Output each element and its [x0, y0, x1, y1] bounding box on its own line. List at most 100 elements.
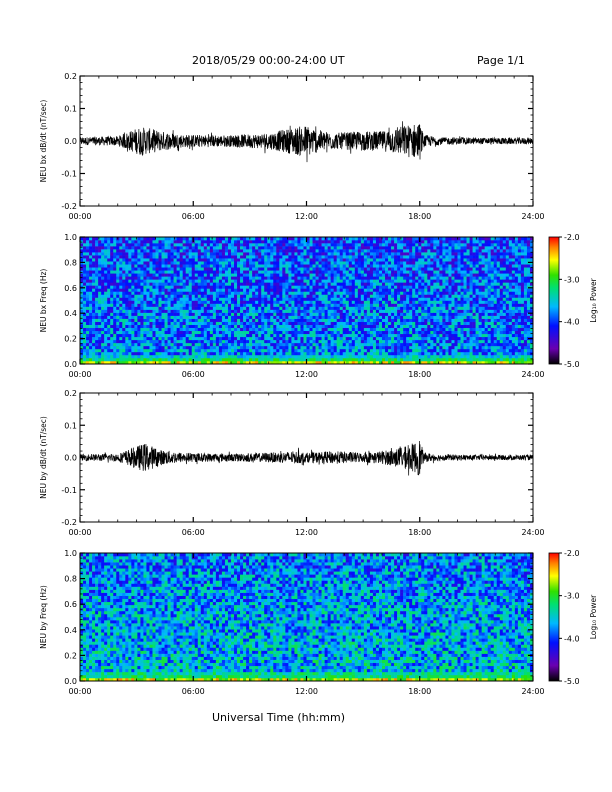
heatmap-cell [234, 303, 238, 307]
heatmap-cell [203, 264, 208, 268]
heatmap-cell [418, 267, 422, 271]
heatmap-cell [336, 252, 341, 256]
page-title: 2018/05/29 00:00-24:00 UT [192, 54, 345, 67]
heatmap-cell [264, 252, 268, 256]
heatmap-cell [203, 339, 208, 344]
heatmap-cell [206, 282, 211, 286]
heatmap-cell [143, 255, 147, 259]
heatmap-cell [218, 324, 223, 329]
heatmap-cell [173, 267, 177, 271]
heatmap-cell [158, 333, 162, 338]
heatmap-cell [134, 351, 138, 356]
heatmap-cell [92, 255, 96, 259]
heatmap-cell [173, 306, 177, 310]
heatmap-cell [140, 360, 144, 365]
heatmap-cell [131, 357, 135, 362]
heatmap-cell [366, 315, 371, 319]
heatmap-cell [240, 285, 244, 289]
heatmap-cell [406, 297, 410, 301]
heatmap-cell [92, 291, 96, 295]
heatmap-cell [95, 279, 99, 283]
heatmap-cell [188, 351, 193, 356]
heatmap-cell [209, 282, 214, 286]
heatmap-cell [237, 348, 241, 353]
heatmap-cell [327, 255, 331, 259]
heatmap-cell [149, 336, 153, 341]
heatmap-cell [369, 324, 374, 329]
heatmap-cell [345, 330, 350, 335]
heatmap-cell [394, 306, 398, 310]
heatmap-cell [155, 327, 159, 332]
heatmap-cell [206, 252, 211, 256]
heatmap-cell [406, 327, 410, 332]
heatmap-cell [158, 291, 162, 295]
heatmap-cell [191, 351, 196, 356]
heatmap-cell [409, 354, 413, 359]
heatmap-cell [300, 273, 304, 277]
heatmap-cell [107, 345, 111, 350]
heatmap-cell [369, 276, 374, 280]
heatmap-cell [134, 327, 138, 332]
heatmap-cell [113, 345, 117, 350]
heatmap-cell [122, 339, 126, 344]
heatmap-cell [294, 357, 298, 362]
heatmap-cell [412, 252, 416, 256]
heatmap-cell [98, 243, 102, 247]
heatmap-cell [276, 333, 280, 338]
heatmap-cell [342, 321, 347, 325]
heatmap-cell [122, 276, 126, 280]
heatmap-cell [369, 306, 374, 310]
heatmap-cell [372, 294, 377, 298]
heatmap-cell [345, 297, 350, 301]
heatmap-cell [255, 270, 259, 274]
heatmap-cell [107, 324, 111, 329]
heatmap-cell [252, 351, 256, 356]
heatmap-cell [255, 282, 259, 286]
heatmap-cell [418, 249, 422, 253]
heatmap-cell [400, 348, 404, 353]
heatmap-cell [372, 336, 377, 341]
heatmap-cell [200, 318, 205, 322]
heatmap-cell [406, 345, 410, 350]
x-tick-label: 06:00 [182, 212, 205, 221]
heatmap-cell [385, 276, 389, 280]
heatmap-cell [421, 240, 425, 244]
heatmap-cell [197, 309, 202, 313]
heatmap-cell [140, 282, 144, 286]
heatmap-cell [288, 237, 292, 241]
heatmap-cell [231, 336, 235, 341]
heatmap-cell [191, 330, 196, 335]
heatmap-cell [101, 330, 105, 335]
heatmap-cell [357, 315, 362, 319]
heatmap-cell [378, 240, 383, 244]
heatmap-cell [218, 285, 223, 289]
heatmap-cell [143, 285, 147, 289]
heatmap-cell [312, 249, 316, 253]
heatmap-cell [243, 249, 247, 253]
heatmap-cell [146, 255, 150, 259]
heatmap-cell [227, 240, 232, 244]
heatmap-cell [318, 336, 322, 341]
heatmap-cell [155, 342, 159, 347]
heatmap-cell [80, 270, 84, 274]
heatmap-cell [369, 315, 374, 319]
heatmap-cell [291, 333, 295, 338]
heatmap-cell [360, 300, 365, 304]
heatmap-cell [197, 258, 202, 262]
heatmap-cell [152, 261, 156, 265]
heatmap-cell [206, 300, 211, 304]
heatmap-cell [227, 309, 232, 313]
heatmap-cell [342, 318, 347, 322]
heatmap-cell [406, 300, 410, 304]
heatmap-cell [330, 357, 334, 362]
heatmap-cell [140, 354, 144, 359]
heatmap-cell [125, 294, 129, 298]
heatmap-cell [86, 309, 90, 313]
heatmap-cell [333, 267, 337, 271]
heatmap-cell [95, 282, 99, 286]
heatmap-cell [303, 258, 307, 262]
heatmap-cell [303, 336, 307, 341]
heatmap-cell [218, 267, 223, 271]
heatmap-cell [86, 324, 90, 329]
heatmap-cell [143, 327, 147, 332]
